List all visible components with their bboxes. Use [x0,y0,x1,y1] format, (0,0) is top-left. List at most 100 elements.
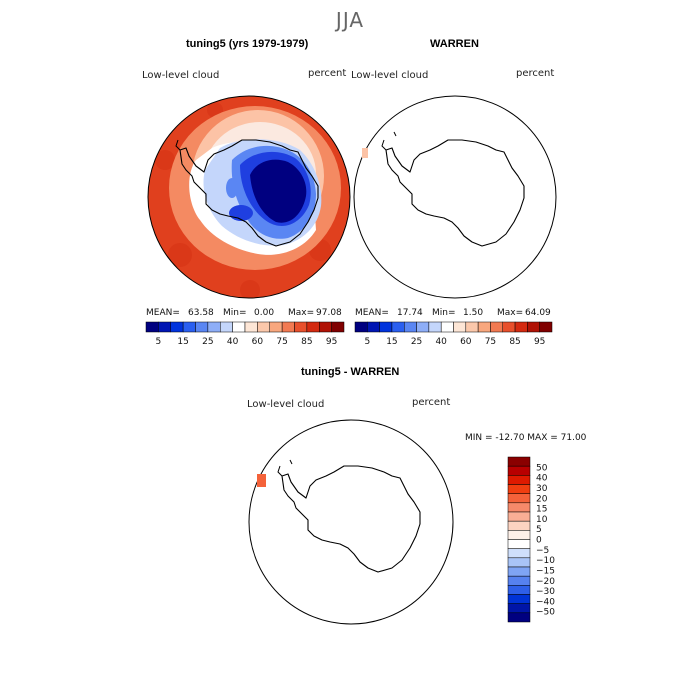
colorbar-tick-label: 75 [276,337,287,347]
colorbar-swatch [507,493,531,504]
map-panel-1 [147,95,351,299]
colorbar-swatch [453,321,467,333]
panel3-minmax: MIN = -12.70 MAX = 71.00 [465,433,587,443]
colorbar-tick-label: 95 [326,337,337,347]
panel2-max: 64.09 [525,308,551,318]
colorbar-swatch [507,557,531,568]
colorbar-swatch [507,502,531,513]
colorbar-swatch [507,566,531,577]
colorbar-tick-label: 50 [536,463,548,473]
colorbar-swatch [507,594,531,604]
colorbar-swatch [440,321,454,333]
colorbar-tick-label: 95 [534,337,545,347]
colorbar-tick-label: 60 [252,337,264,347]
panel1-min-label: Min= [223,308,247,318]
map-panel-2 [353,95,557,299]
colorbar-swatch [507,585,531,595]
panel2-mean-label: MEAN= [355,308,389,318]
colorbar-swatch [507,612,531,623]
colorbar-tick-label: 5 [156,337,162,347]
colorbar-panel-1: 5 15 25 40 60 75 85 95 [145,321,345,347]
colorbar-swatch [257,321,270,333]
colorbar-tick-label: 15 [536,505,547,515]
colorbar-tick-label: 85 [509,337,520,347]
colorbar-swatch [195,321,209,333]
colorbar-tick-label: 30 [536,484,548,494]
colorbar-tick-label: −50 [536,608,555,618]
panel1-mean-label: MEAN= [146,308,180,318]
colorbar-tick-label: 60 [460,337,472,347]
colorbar-swatch [428,321,442,333]
panel2-units: percent [516,68,555,79]
panel1-max-label: Max= [288,308,315,318]
panel3-units: percent [412,397,451,408]
panel1-variable: Low-level cloud [142,70,220,81]
colorbar-swatch [507,539,531,549]
colorbar-swatch [514,321,528,333]
colorbar-tick-label: 40 [435,337,447,347]
panel3-variable: Low-level cloud [247,399,325,410]
panel1-units: percent [308,68,347,79]
colorbar-swatch [502,321,516,333]
colorbar-swatch [244,321,258,333]
colorbar-swatch [507,548,531,559]
colorbar-swatch [232,321,246,333]
colorbar-tick-label: 85 [301,337,312,347]
colorbar-swatch [220,321,233,333]
colorbar-swatch [507,575,531,586]
colorbar-swatch [539,321,553,333]
colorbar-swatch [391,321,405,333]
colorbar-tick-label: −20 [536,577,555,587]
season-title: JJA [335,8,365,32]
panel3-title: tuning5 - WARREN [301,366,400,378]
colorbar-tick-label: 10 [536,515,548,525]
colorbar-swatch [477,321,491,333]
panel1-title: tuning5 (yrs 1979-1979) [186,38,309,50]
colorbar-swatch [416,321,430,333]
colorbar-tick-label: 5 [364,337,370,347]
colorbar-tick-label: 25 [202,337,213,347]
colorbar-swatch [182,321,196,333]
colorbar-swatch [404,321,417,333]
colorbar-tick-label: −5 [536,546,549,556]
panel2-mean: 17.74 [397,308,423,318]
colorbar-swatch [507,530,531,540]
colorbar-swatch [367,321,380,333]
colorbar-tick-label: 40 [227,337,239,347]
colorbar-swatch [490,321,503,333]
colorbar-tick-label: −30 [536,587,555,597]
colorbar-swatch [507,520,531,531]
colorbar-tick-label: −40 [536,597,555,607]
colorbar-swatch [158,321,171,333]
colorbar-tick-label: 75 [485,337,496,347]
colorbar-tick-label: 40 [536,474,548,484]
colorbar-swatch [331,321,345,333]
colorbar-swatch [145,321,159,333]
panel1-mean: 63.58 [188,308,214,318]
colorbar-swatch [507,484,531,494]
panel2-title: WARREN [430,38,479,50]
colorbar-tick-label: 0 [536,536,542,546]
colorbar-swatch [465,321,479,333]
colorbar-swatch [354,321,368,333]
colorbar-swatch [306,321,320,333]
colorbar-swatch [207,321,221,333]
colorbar-swatch [507,456,531,467]
colorbar-swatch [170,321,184,333]
colorbar-swatch [319,321,332,333]
colorbar-tick-label: 20 [536,494,548,504]
colorbar-swatch [527,321,540,333]
colorbar-tick-label: 5 [536,525,542,535]
panel2-max-label: Max= [497,308,524,318]
panel2-variable: Low-level cloud [351,70,429,81]
colorbar-swatch [507,465,531,476]
panel2-min-label: Min= [432,308,456,318]
colorbar-tick-label: 15 [386,337,397,347]
colorbar-tick-label: 15 [177,337,188,347]
colorbar-swatch [379,321,393,333]
colorbar-swatch [269,321,283,333]
panel1-min: 0.00 [254,308,275,318]
colorbar-tick-label: −10 [536,556,555,566]
panel1-max: 97.08 [316,308,342,318]
